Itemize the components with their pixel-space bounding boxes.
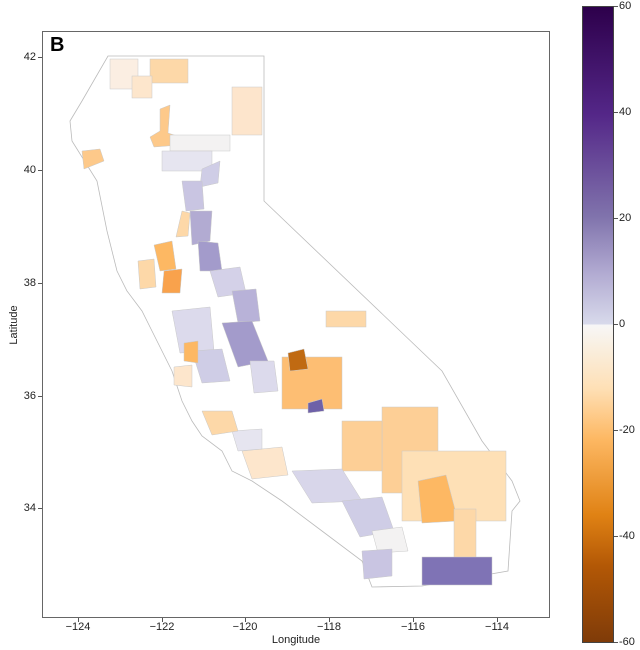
y-tick-label: 34 bbox=[23, 502, 36, 514]
x-tick-mark bbox=[162, 618, 163, 622]
colorbar bbox=[582, 6, 614, 643]
colorbar-tick-label: -60 bbox=[619, 636, 635, 648]
colorbar-tick-label: 0 bbox=[619, 318, 626, 330]
colorbar-tick-label: 60 bbox=[619, 0, 632, 12]
x-tick-mark bbox=[245, 618, 246, 622]
y-tick-label: 36 bbox=[23, 390, 36, 402]
x-axis-label: Longitude bbox=[271, 634, 321, 646]
x-tick-label: −114 bbox=[485, 621, 509, 633]
y-tick-label: 38 bbox=[23, 277, 36, 289]
colorbar-tick-mark bbox=[614, 642, 618, 643]
y-axis-label: Latitude bbox=[8, 305, 20, 345]
x-tick-mark bbox=[329, 618, 330, 622]
colorbar-tick-mark bbox=[614, 112, 618, 113]
colorbar-tick-label: 20 bbox=[619, 212, 632, 224]
y-tick-mark bbox=[38, 508, 42, 509]
colorbar-tick-label: 40 bbox=[619, 106, 632, 118]
colorbar-tick-mark bbox=[614, 536, 618, 537]
x-tick-label: −120 bbox=[232, 621, 258, 633]
y-tick-mark bbox=[38, 57, 42, 58]
y-tick-mark bbox=[38, 283, 42, 284]
x-tick-label: −124 bbox=[65, 621, 91, 633]
panel-label: B bbox=[50, 34, 65, 56]
y-tick-label: 40 bbox=[23, 164, 36, 176]
y-tick-label: 42 bbox=[23, 51, 36, 63]
california-choropleth-map bbox=[69, 55, 521, 588]
x-tick-mark bbox=[413, 618, 414, 622]
x-tick-mark bbox=[497, 618, 498, 622]
colorbar-tick-mark bbox=[614, 324, 618, 325]
y-tick-mark bbox=[38, 170, 42, 171]
region-shapes bbox=[81, 58, 507, 586]
colorbar-tick-label: -20 bbox=[619, 424, 635, 436]
x-tick-label: −118 bbox=[317, 621, 341, 633]
colorbar-tick-mark bbox=[614, 430, 618, 431]
colorbar-tick-label: -40 bbox=[619, 530, 635, 542]
colorbar-tick-mark bbox=[614, 6, 618, 7]
x-tick-label: −116 bbox=[401, 621, 425, 633]
y-tick-mark bbox=[38, 396, 42, 397]
x-tick-label: −122 bbox=[149, 621, 175, 633]
x-tick-mark bbox=[78, 618, 79, 622]
colorbar-tick-mark bbox=[614, 218, 618, 219]
